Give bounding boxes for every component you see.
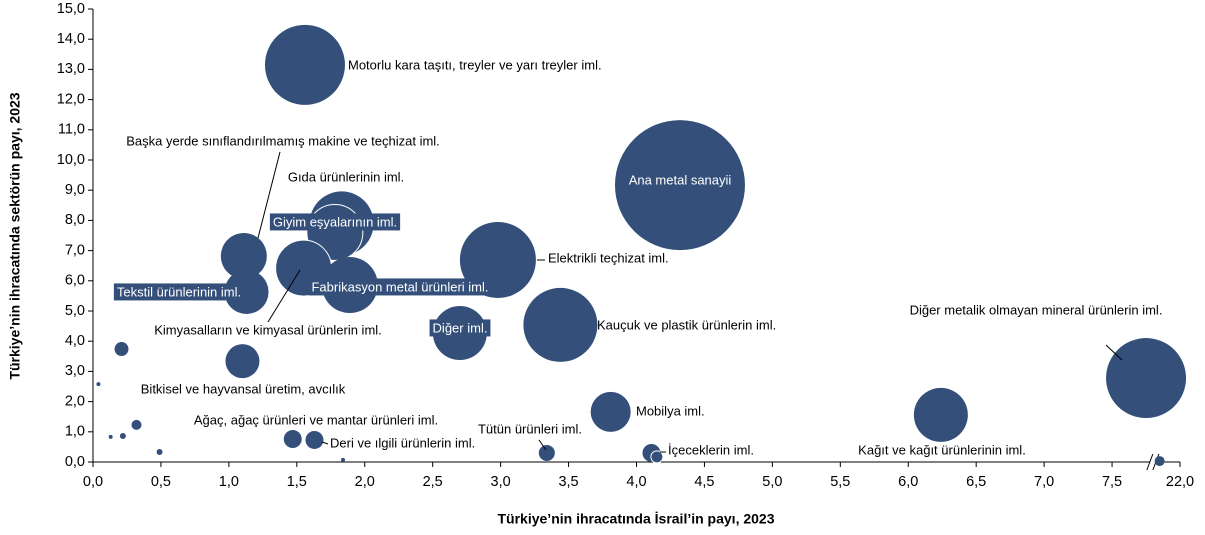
x-tick-label: 7,0 — [1034, 474, 1054, 490]
bubble — [114, 342, 129, 357]
data-label: Bitkisel ve hayvansal üretim, avcılık — [141, 381, 346, 396]
bubble — [156, 449, 163, 456]
x-axis-title: Türkiye’nin ihracatında İsrail’in payı, … — [498, 511, 775, 527]
data-label: Fabrikasyon metal ürünleri iml. — [311, 279, 488, 294]
bubble — [523, 287, 598, 362]
bubble — [264, 24, 345, 105]
y-tick-label: 9,0 — [65, 182, 85, 198]
y-tick-label: 2,0 — [65, 393, 85, 409]
bubble — [1154, 456, 1165, 467]
y-tick-label: 0,0 — [65, 454, 85, 470]
y-tick-label: 3,0 — [65, 363, 85, 379]
data-label: İçeceklerin iml. — [668, 442, 754, 457]
y-tick-label: 5,0 — [65, 303, 85, 319]
bubble — [283, 430, 302, 449]
leader-line — [1105, 344, 1123, 361]
y-tick-label: 4,0 — [65, 333, 85, 349]
x-tick-label: 4,5 — [694, 474, 714, 490]
bubble — [224, 269, 269, 314]
bubble — [131, 419, 142, 430]
data-label: Kauçuk ve plastik ürünlerin iml. — [597, 317, 776, 332]
bubble — [590, 391, 631, 432]
leader-line — [257, 151, 281, 239]
bubble — [225, 344, 260, 379]
y-tick-label: 12,0 — [57, 91, 85, 107]
x-tick-label: 0,5 — [151, 474, 171, 490]
leader-line — [538, 439, 547, 451]
bubble — [650, 450, 664, 464]
x-tick-label: 5,0 — [762, 474, 782, 490]
y-tick-label: 1,0 — [65, 424, 85, 440]
x-tick-label: 3,0 — [491, 474, 511, 490]
y-tick-label: 7,0 — [65, 242, 85, 258]
y-tick-label: 10,0 — [57, 152, 85, 168]
x-tick-label: 5,5 — [830, 474, 850, 490]
y-tick-label: 15,0 — [57, 1, 85, 17]
y-tick-label: 13,0 — [57, 61, 85, 77]
label-box — [269, 213, 401, 231]
label-box — [625, 171, 735, 189]
y-tick-label: 11,0 — [58, 122, 85, 138]
data-label: Mobilya iml. — [636, 403, 705, 418]
y-tick-label: 14,0 — [57, 31, 85, 47]
data-label: Başka yerde sınıflandırılmamış makine ve… — [126, 133, 440, 148]
y-tick-label: 8,0 — [65, 212, 85, 228]
y-tick-label: 6,0 — [65, 273, 85, 289]
y-axis-title: Türkiye’nin ihracatında sektörün payı, 2… — [7, 92, 23, 379]
x-tick-label: 6,5 — [966, 474, 986, 490]
data-label: Tütün ürünleri iml. — [478, 421, 582, 436]
x-tick-label: 6,0 — [898, 474, 918, 490]
bubble — [305, 430, 324, 449]
label-box — [308, 278, 492, 296]
x-tick-label: 7,5 — [1102, 474, 1122, 490]
data-label: Diğer iml. — [433, 320, 488, 335]
data-label: Diğer metalik olmayan mineral ürünlerin … — [910, 302, 1163, 317]
bubble — [108, 434, 113, 439]
bubble — [341, 457, 346, 462]
bubble — [913, 387, 968, 442]
axis-break — [1146, 453, 1154, 471]
data-label: Ağaç, ağaç ürünleri ve mantar ürünleri i… — [194, 412, 438, 427]
data-label: Kağıt ve kağıt ürünlerinin iml. — [858, 442, 1026, 457]
bubble — [96, 382, 101, 387]
bubble — [538, 444, 555, 461]
x-tick-label: 1,0 — [219, 474, 239, 490]
data-label: Motorlu kara taşıtı, treyler ve yarı tre… — [348, 57, 602, 72]
data-label: Deri ve ılgili ürünlerin iml. — [330, 435, 475, 450]
axis-break-gap — [1149, 454, 1156, 470]
x-tick-label: 3,5 — [558, 474, 578, 490]
data-label: Kimyasalların ve kimyasal ürünlerin iml. — [154, 322, 382, 337]
x-tick-label: 0,0 — [83, 474, 103, 490]
x-tick-label: 22,0 — [1166, 474, 1194, 490]
bubble — [220, 233, 267, 280]
leader-line — [321, 441, 329, 445]
data-label: Elektrikli teçhizat iml. — [548, 250, 669, 265]
x-tick-label: 4,0 — [626, 474, 646, 490]
bubble — [1106, 338, 1187, 419]
data-label: Ana metal sanayii — [629, 172, 732, 187]
x-tick-label: 1,5 — [287, 474, 307, 490]
label-box — [429, 319, 491, 337]
data-label: Tekstil ürünlerinin iml. — [117, 284, 241, 299]
data-label: Gıda ürünlerinin iml. — [288, 169, 404, 184]
x-tick-label: 2,0 — [355, 474, 375, 490]
label-box — [113, 283, 245, 301]
bubble — [119, 433, 126, 440]
x-tick-label: 2,5 — [423, 474, 443, 490]
data-label: Giyim eşyalarının iml. — [273, 214, 397, 229]
leader-line — [267, 269, 301, 323]
